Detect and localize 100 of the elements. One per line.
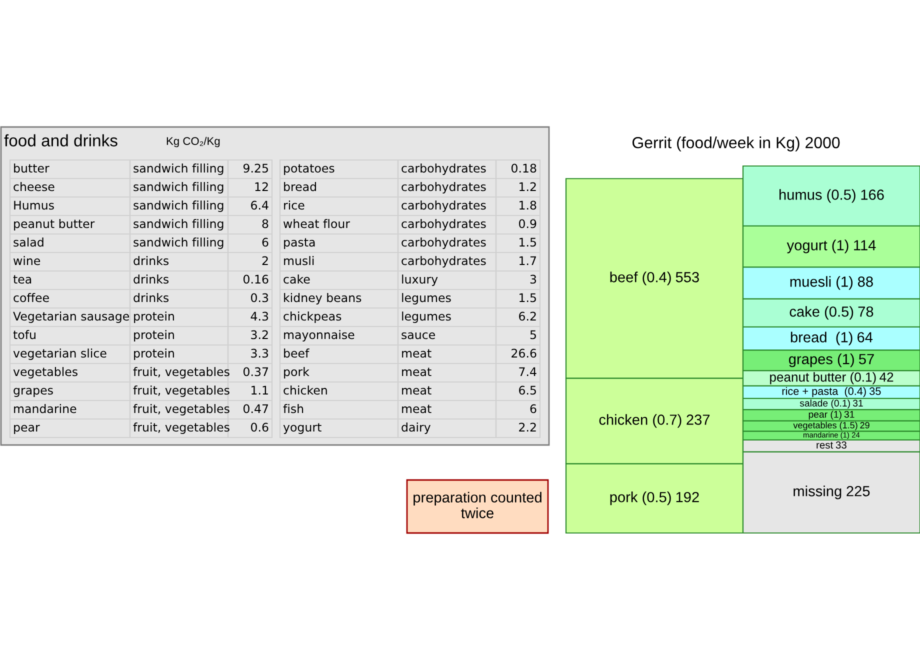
text: carbohydrates xyxy=(402,219,486,230)
category-label: pork (0.5) xyxy=(610,492,671,506)
text: 0.9 xyxy=(519,219,536,228)
text: meat xyxy=(402,349,432,358)
text: sandwich filling xyxy=(134,182,224,194)
text: 0.47 xyxy=(243,404,268,414)
text: fruit, vegetables xyxy=(133,367,230,378)
text: mandarine xyxy=(14,404,76,414)
text: meat xyxy=(402,368,432,376)
text: 6.4 xyxy=(251,200,268,210)
category-label: chicken (0.7) xyxy=(599,414,682,428)
text: 3 xyxy=(530,274,536,284)
category-label: pear (1) xyxy=(808,410,842,420)
text: chickpeas xyxy=(284,312,342,323)
category-label: peanut butter (0.1) xyxy=(770,372,876,384)
data-label: 31 xyxy=(852,400,863,407)
text: 12 xyxy=(255,182,268,192)
text: yogurt xyxy=(283,423,322,434)
text: Humus xyxy=(14,200,54,210)
data-label: 237 xyxy=(686,414,710,425)
text: butter xyxy=(14,164,50,173)
text: mayonnaise xyxy=(284,330,354,342)
data-label: 88 xyxy=(858,276,873,287)
data-label: 57 xyxy=(858,354,874,364)
text: 1.7 xyxy=(520,256,536,266)
text: fruit, vegetables xyxy=(133,404,230,416)
data-label: 553 xyxy=(676,272,699,282)
data-label: 35 xyxy=(870,387,881,395)
text: wine xyxy=(13,256,40,266)
text: 1.5 xyxy=(520,238,536,247)
text: 6.5 xyxy=(519,386,536,395)
text: musli xyxy=(284,256,314,266)
text: Gerrit (food/week in Kg) 2000 xyxy=(632,136,840,152)
text: 0.6 xyxy=(251,422,268,432)
text: drinks xyxy=(134,256,169,266)
category-label: salade (0.1) xyxy=(800,400,850,408)
data-label: 31 xyxy=(844,410,854,418)
data-label: 29 xyxy=(860,422,870,428)
category-label: muesli (1) xyxy=(790,276,853,290)
text: 1.5 xyxy=(520,293,536,302)
text: coffee xyxy=(14,293,49,302)
text: 2.2 xyxy=(519,422,536,432)
text: food and drinks xyxy=(4,134,118,146)
text: 7.4 xyxy=(519,367,536,376)
category-label: vegetables (1.5) xyxy=(793,422,858,430)
category-label: rice + pasta (0.4) xyxy=(782,387,866,398)
text: Kg CO₂/Kg xyxy=(166,136,220,148)
text: fruit, vegetables xyxy=(133,386,230,397)
text: potatoes xyxy=(284,164,334,175)
text: vegetarian slice xyxy=(13,348,106,360)
text: protein xyxy=(134,348,174,360)
text: salad xyxy=(14,238,44,247)
data-label: 166 xyxy=(861,190,884,200)
text: wheat flour xyxy=(283,219,350,228)
text: fruit, vegetables xyxy=(133,422,230,434)
text: fish xyxy=(283,404,304,414)
category-label: grapes (1) xyxy=(788,354,854,368)
text: peanut butter xyxy=(14,219,95,230)
text: 1.8 xyxy=(520,200,536,210)
text: 4.3 xyxy=(250,312,268,321)
category-label: missing xyxy=(794,486,842,500)
text: 1.1 xyxy=(252,386,268,395)
text: pear xyxy=(14,424,40,434)
text: luxury xyxy=(402,274,438,286)
category-label: beef (0.4) xyxy=(610,272,671,286)
text: 6.2 xyxy=(519,312,536,321)
category-label: rest xyxy=(816,442,834,449)
text: dairy xyxy=(402,422,430,434)
category-label: bread (1) xyxy=(790,332,852,346)
text: 6 xyxy=(530,404,536,414)
text: pasta xyxy=(284,238,315,249)
text: cheese xyxy=(14,182,54,192)
data-label: 192 xyxy=(676,492,699,502)
text: vegetables xyxy=(13,367,78,378)
text: cake xyxy=(284,274,310,284)
text: rice xyxy=(284,200,304,210)
text: meat xyxy=(402,386,432,395)
text: pork xyxy=(284,367,310,378)
text: tofu xyxy=(13,330,36,340)
text: protein xyxy=(134,330,174,342)
text: 3.3 xyxy=(251,348,268,358)
category-label: cake (0.5) xyxy=(790,306,854,320)
text: carbohydrates xyxy=(402,200,486,212)
text: drinks xyxy=(134,274,169,284)
category-label: yogurt (1) xyxy=(786,240,848,254)
data-label: 64 xyxy=(858,332,873,342)
data-label: 114 xyxy=(854,240,876,250)
text: preparation counted twice xyxy=(414,492,542,518)
text: legumes xyxy=(402,312,451,323)
text: sandwich filling xyxy=(134,238,224,249)
text: 5 xyxy=(530,330,536,340)
text: 2 xyxy=(262,256,268,266)
text: 26.6 xyxy=(512,348,536,358)
text: carbohydrates xyxy=(402,182,486,194)
text: sandwich filling xyxy=(134,219,224,230)
text: 0.18 xyxy=(511,164,536,173)
text: 0.3 xyxy=(251,293,268,302)
text: sandwich filling xyxy=(134,200,224,212)
text: protein xyxy=(134,312,174,323)
text: sandwich filling xyxy=(134,164,224,175)
